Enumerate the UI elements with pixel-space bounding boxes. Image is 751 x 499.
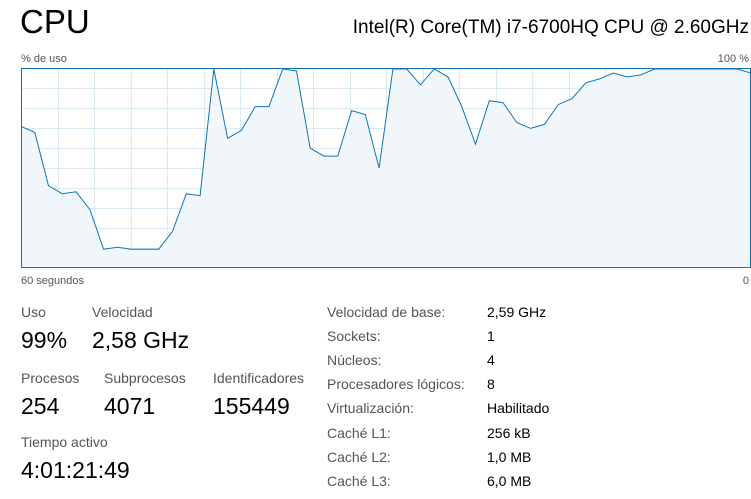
prop-value-logical-processors: 8 — [487, 376, 495, 392]
prop-value-virtualization: Habilitado — [487, 400, 550, 416]
graph-y-axis-label: % de uso — [21, 53, 67, 65]
prop-label-logical-processors: Procesadores lógicos: — [327, 376, 465, 392]
subprocesos-label: Subprocesos — [104, 370, 186, 386]
usage-line — [21, 68, 751, 250]
identificadores-value: 155449 — [213, 393, 290, 419]
prop-value-base-speed: 2,59 GHz — [487, 304, 547, 320]
procesos-label: Procesos — [21, 370, 80, 386]
velocidad-value: 2,58 GHz — [92, 327, 190, 353]
prop-label-cores: Núcleos: — [327, 352, 382, 368]
prop-label-base-speed: Velocidad de base: — [327, 304, 446, 320]
identificadores-label: Identificadores — [213, 370, 305, 386]
prop-label-sockets: Sockets: — [327, 328, 381, 344]
prop-label-cache-l1: Caché L1: — [327, 425, 391, 441]
graph-y-max-label: 100 % — [717, 53, 749, 65]
uso-label: Uso — [21, 304, 46, 320]
prop-label-virtualization: Virtualización: — [327, 400, 414, 416]
velocidad-label: Velocidad — [92, 304, 153, 320]
cpu-usage-graph[interactable] — [21, 68, 751, 268]
graph-x-left-label: 60 segundos — [21, 275, 84, 287]
page-title: CPU — [20, 3, 90, 40]
prop-value-cores: 4 — [487, 352, 495, 368]
prop-value-sockets: 1 — [487, 328, 495, 344]
procesos-value: 254 — [21, 393, 60, 419]
prop-label-cache-l2: Caché L2: — [327, 449, 391, 465]
graph-x-right-label: 0 — [742, 275, 749, 287]
prop-label-cache-l3: Caché L3: — [327, 473, 391, 489]
prop-value-cache-l2: 1,0 MB — [487, 449, 532, 465]
uso-value: 99% — [21, 327, 68, 353]
usage-area-fill — [21, 69, 751, 268]
prop-value-cache-l3: 6,0 MB — [487, 473, 532, 489]
tiempo-activo-value: 4:01:21:49 — [21, 457, 130, 483]
prop-value-cache-l1: 256 kB — [487, 425, 531, 441]
cpu-model-name: Intel(R) Core(TM) i7-6700HQ CPU @ 2.60GH… — [352, 17, 749, 38]
subprocesos-value: 4071 — [104, 393, 156, 419]
tiempo-activo-label: Tiempo activo — [21, 434, 108, 450]
